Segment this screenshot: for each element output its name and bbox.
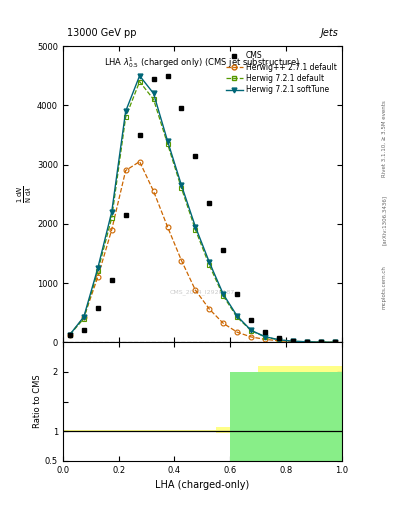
Y-axis label: Ratio to CMS: Ratio to CMS [33,375,42,429]
X-axis label: LHA (charged-only): LHA (charged-only) [155,480,250,490]
Text: CMS_2024_I2920187: CMS_2024_I2920187 [170,289,235,295]
Text: 13000 GeV pp: 13000 GeV pp [67,28,136,38]
Text: [arXiv:1306.3436]: [arXiv:1306.3436] [382,195,387,245]
Text: Rivet 3.1.10, ≥ 3.5M events: Rivet 3.1.10, ≥ 3.5M events [382,100,387,177]
Y-axis label: $\frac{1}{\mathrm{N}} \frac{\mathrm{d}N}{\mathrm{d}\lambda}$: $\frac{1}{\mathrm{N}} \frac{\mathrm{d}N}… [16,185,34,203]
Text: Jets: Jets [320,28,338,38]
Legend: CMS, Herwig++ 2.7.1 default, Herwig 7.2.1 default, Herwig 7.2.1 softTune: CMS, Herwig++ 2.7.1 default, Herwig 7.2.… [224,50,338,96]
Text: LHA $\lambda^{1}_{0.5}$ (charged only) (CMS jet substructure): LHA $\lambda^{1}_{0.5}$ (charged only) (… [105,55,300,70]
Text: mcplots.cern.ch: mcplots.cern.ch [382,265,387,309]
